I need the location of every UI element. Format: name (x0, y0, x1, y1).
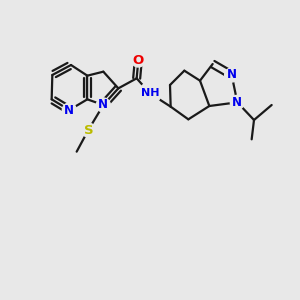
Text: N: N (227, 68, 237, 82)
Circle shape (225, 68, 239, 82)
Text: N: N (98, 98, 108, 112)
Circle shape (81, 123, 95, 137)
Text: N: N (64, 103, 74, 116)
Circle shape (62, 103, 76, 117)
Text: S: S (83, 124, 93, 136)
Circle shape (96, 98, 110, 112)
Circle shape (139, 82, 161, 104)
Circle shape (131, 53, 145, 67)
Text: N: N (232, 96, 242, 109)
Circle shape (230, 95, 244, 109)
Text: NH: NH (141, 88, 159, 98)
Text: O: O (133, 53, 144, 67)
